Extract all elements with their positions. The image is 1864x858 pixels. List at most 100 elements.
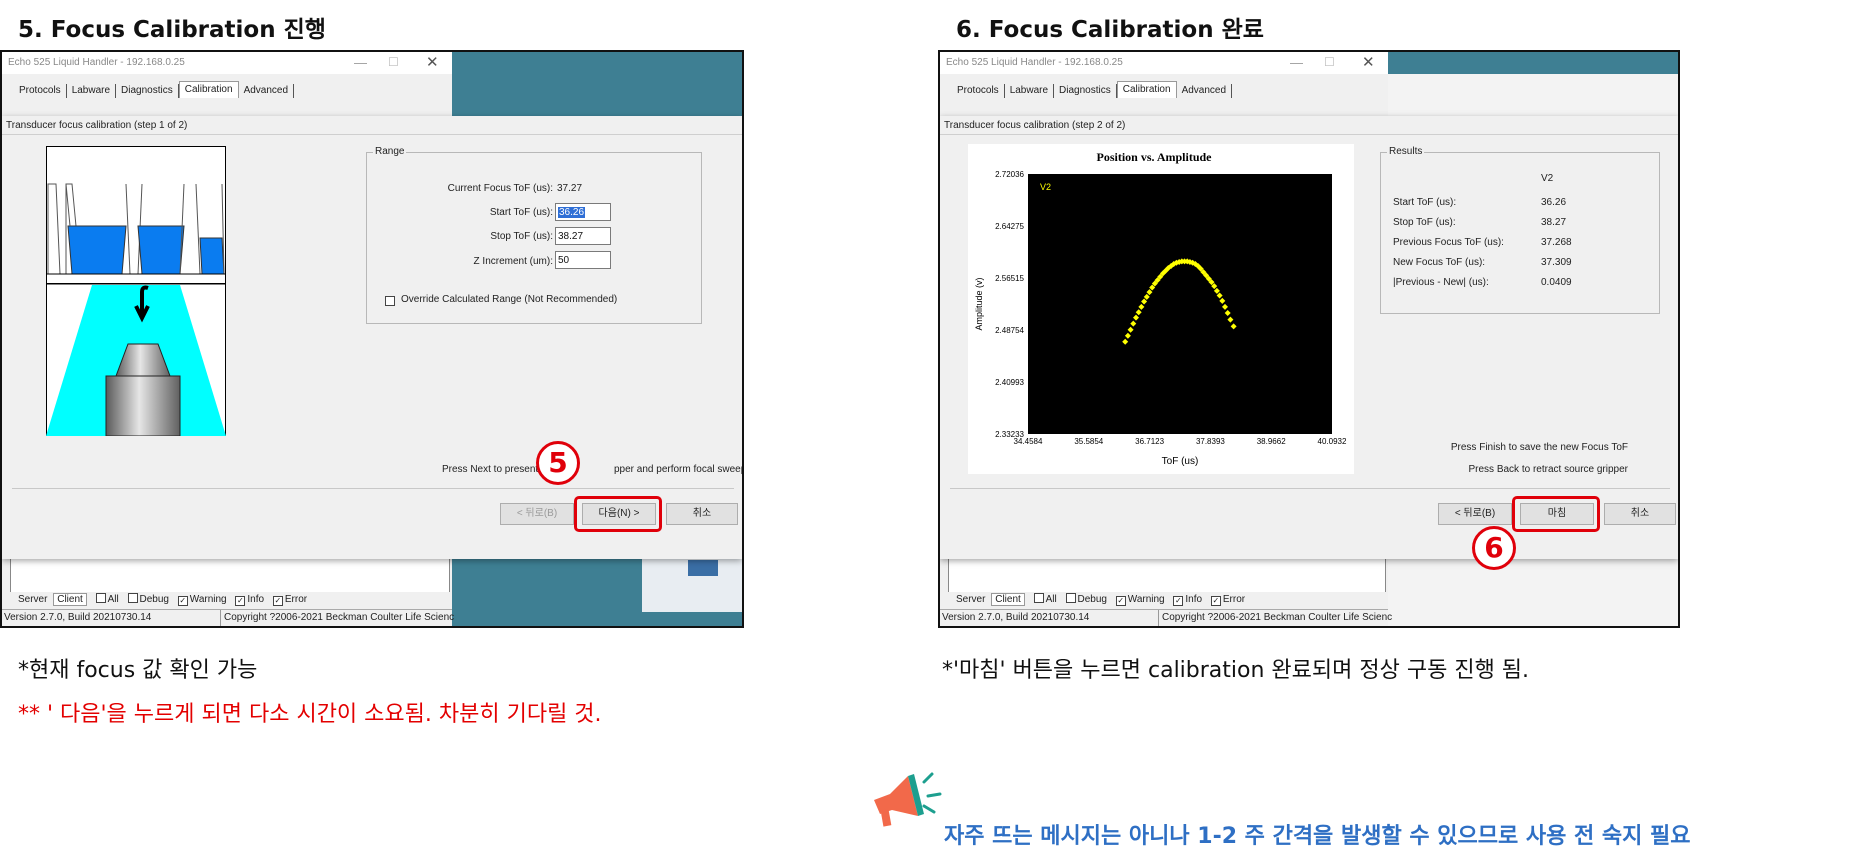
data-point <box>1165 265 1172 272</box>
right-tab-calibration[interactable]: Calibration <box>1116 81 1177 98</box>
right-caption: *'마침' 버튼을 누르면 calibration 완료되며 정상 구동 진행 … <box>942 658 1530 683</box>
left-tab-calibration[interactable]: Calibration <box>178 81 239 98</box>
right-info-checkbox[interactable]: ✓ <box>1173 596 1184 606</box>
right-status-bar: Version 2.7.0, Build 20210730.14 Copyrig… <box>940 609 1392 626</box>
y-tick-labels: 2.72036 2.64275 2.56515 2.48754 2.40993 2.332… <box>995 170 1024 439</box>
left-minimize-icon[interactable]: — <box>354 55 367 70</box>
right-client-button[interactable]: Client <box>991 593 1025 606</box>
left-maximize-icon[interactable]: ☐ <box>388 55 399 69</box>
data-point <box>1146 289 1153 296</box>
left-dialog-title: Transducer focus calibration (step 1 of … <box>6 120 188 131</box>
left-back-button[interactable]: < 뒤로(B) <box>500 503 574 525</box>
right-server-label: Server <box>956 594 986 605</box>
result-stop-value: 38.27 <box>1541 217 1567 228</box>
x-tick-label: 36.7123 <box>1135 437 1164 446</box>
next-instruction-end: pper and perform focal sweep <box>614 464 744 475</box>
right-back-button[interactable]: < 뒤로(B) <box>1438 503 1512 525</box>
series-label: V2 <box>1040 182 1051 192</box>
left-bg-dropdown[interactable] <box>688 560 718 576</box>
left-warning-label: Warning <box>189 594 227 605</box>
left-info-checkbox[interactable]: ✓ <box>235 596 246 606</box>
left-tab-advanced[interactable]: Advanced <box>239 84 295 98</box>
y-tick-label: 2.40993 <box>995 378 1024 387</box>
x-axis-label: ToF (us) <box>1162 456 1199 467</box>
data-point <box>1127 326 1134 333</box>
left-status-filters: Server Client All Debug ✓ Warning ✓ Info ✓… <box>2 592 452 608</box>
right-tab-diagnostics[interactable]: Diagnostics <box>1054 84 1117 98</box>
stage-line <box>46 283 226 285</box>
left-heading: 5. Focus Calibration 진행 <box>18 17 326 43</box>
right-tab-labware[interactable]: Labware <box>1005 84 1055 98</box>
right-debug-checkbox[interactable] <box>1065 593 1076 603</box>
current-focus-value: 37.27 <box>557 183 583 194</box>
right-tab-advanced[interactable]: Advanced <box>1177 84 1233 98</box>
result-diff-label: |Previous - New| (us): <box>1393 277 1489 288</box>
right-error-label: Error <box>1222 594 1246 605</box>
left-all-label: All <box>107 594 119 605</box>
data-point <box>1189 259 1196 266</box>
data-point <box>1157 273 1164 280</box>
stop-tof-input[interactable]: 38.27 <box>555 227 611 245</box>
left-calibration-dialog: Transducer focus calibration (step 1 of … <box>2 116 742 559</box>
next-highlight-box <box>574 496 662 532</box>
left-error-checkbox[interactable]: ✓ <box>272 596 283 606</box>
x-tick-label: 35.5854 <box>1074 437 1103 446</box>
data-point <box>1227 316 1234 323</box>
data-point <box>1192 261 1199 268</box>
left-tab-diagnostics[interactable]: Diagnostics <box>116 84 179 98</box>
right-all-checkbox[interactable] <box>1033 593 1044 603</box>
x-tick-label: 40.0932 <box>1318 437 1347 446</box>
data-point <box>1168 263 1175 270</box>
step-6-badge: 6 <box>1472 526 1516 570</box>
left-close-icon[interactable]: ✕ <box>426 54 439 71</box>
right-minimize-icon[interactable]: — <box>1290 55 1303 70</box>
result-stop-label: Stop ToF (us): <box>1393 217 1456 228</box>
left-all-checkbox[interactable] <box>95 593 106 603</box>
z-increment-label: Z Increment (um): <box>473 256 553 267</box>
y-axis-label: Amplitude (v) <box>974 277 984 330</box>
finish-button[interactable]: 마침 <box>1520 503 1594 525</box>
right-error-checkbox[interactable]: ✓ <box>1210 596 1221 606</box>
start-tof-label: Start ToF (us): <box>489 207 553 218</box>
right-log-panel <box>948 552 1386 594</box>
range-group: Range Current Focus ToF (us): 37.27 Star… <box>366 146 702 324</box>
right-maximize-icon[interactable]: ☐ <box>1324 55 1335 69</box>
right-tab-bar: Protocols Labware Diagnostics Calibratio… <box>952 80 1233 98</box>
y-tick-label: 2.56515 <box>995 274 1024 283</box>
x-tick-label: 38.9662 <box>1257 437 1286 446</box>
right-warning-checkbox[interactable]: ✓ <box>1115 596 1126 606</box>
data-point <box>1219 297 1226 304</box>
right-cancel-button[interactable]: 취소 <box>1604 503 1676 525</box>
right-tab-protocols[interactable]: Protocols <box>952 84 1005 98</box>
y-tick-label: 2.64275 <box>995 222 1024 231</box>
right-copyright-text: Copyright ?2006-2021 Beckman Coulter Lif… <box>1158 610 1392 626</box>
left-tab-protocols[interactable]: Protocols <box>14 84 67 98</box>
position-amplitude-chart: Position vs. Amplitude V2 2.72036 2.64275… <box>968 144 1354 474</box>
data-point <box>1208 279 1215 286</box>
left-warning-checkbox[interactable]: ✓ <box>177 596 188 606</box>
data-point <box>1135 309 1142 316</box>
stop-tof-label: Stop ToF (us): <box>490 231 553 242</box>
finish-highlight-box <box>1512 496 1600 532</box>
right-close-icon[interactable]: ✕ <box>1362 54 1375 71</box>
right-window-titlebar: Echo 525 Liquid Handler - 192.168.0.25 —… <box>940 52 1388 74</box>
override-checkbox[interactable] <box>385 296 395 306</box>
right-debug-label: Debug <box>1077 594 1107 605</box>
left-client-button[interactable]: Client <box>53 593 87 606</box>
data-point <box>1130 320 1137 327</box>
right-warning-label: Warning <box>1127 594 1165 605</box>
data-point <box>1224 309 1231 316</box>
left-tab-labware[interactable]: Labware <box>67 84 117 98</box>
result-new-value: 37.309 <box>1541 257 1572 268</box>
z-increment-input[interactable]: 50 <box>555 251 611 269</box>
left-next-button[interactable]: 다음(N) > <box>582 503 656 525</box>
data-point <box>1170 261 1177 268</box>
results-group-label: Results <box>1387 146 1425 157</box>
left-debug-checkbox[interactable] <box>127 593 138 603</box>
result-new-label: New Focus ToF (us): <box>1393 257 1486 268</box>
data-point <box>1213 287 1220 294</box>
data-point <box>1149 284 1156 291</box>
start-tof-input[interactable]: 36.26 <box>555 203 611 221</box>
left-cancel-button[interactable]: 취소 <box>666 503 738 525</box>
y-tick-label: 2.48754 <box>995 326 1024 335</box>
